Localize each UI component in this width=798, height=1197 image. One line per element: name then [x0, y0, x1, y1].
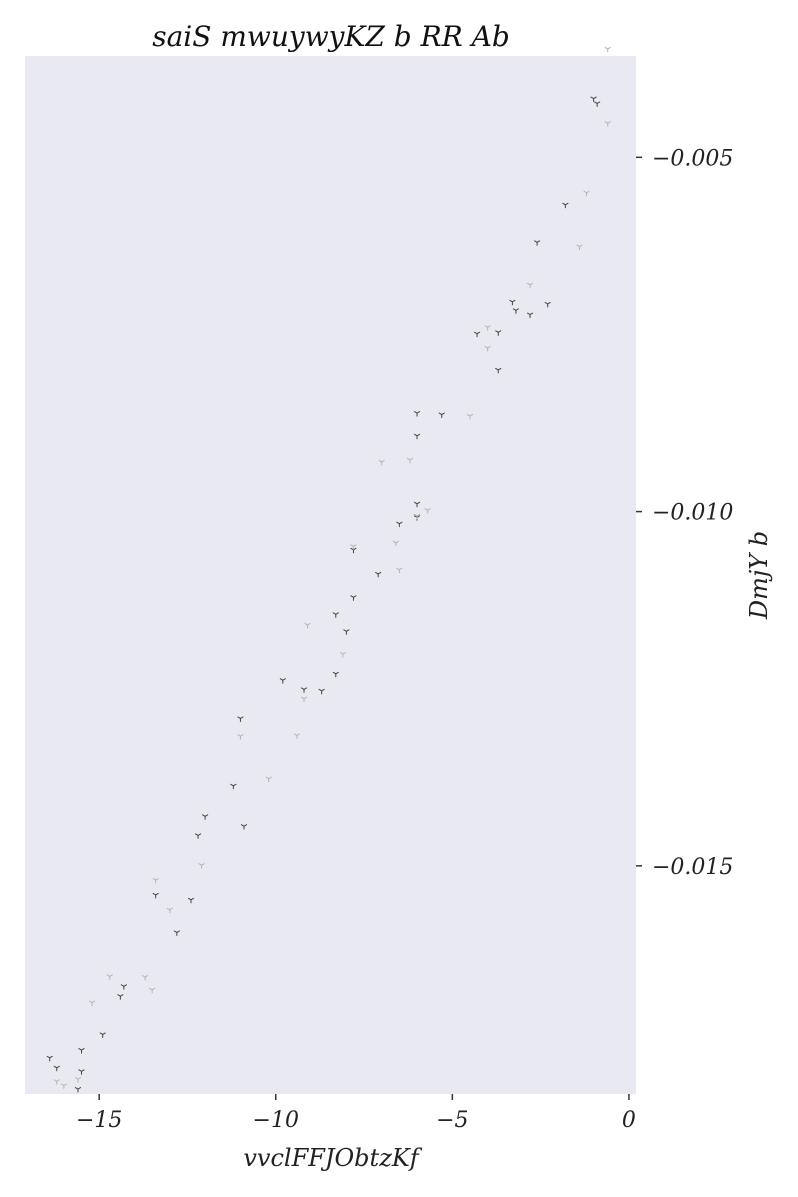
data-point	[413, 411, 421, 417]
data-point	[495, 367, 502, 374]
x-tick-label: 0	[622, 1108, 636, 1133]
data-point	[74, 1077, 82, 1083]
data-point	[583, 190, 590, 197]
y-axis-label: DmjY b	[745, 531, 773, 620]
y-tick-label: −0.005	[652, 146, 733, 171]
data-point	[466, 413, 474, 420]
data-point	[413, 433, 421, 440]
data-point	[484, 325, 491, 331]
data-point	[509, 299, 516, 306]
data-point	[594, 101, 601, 107]
data-point	[106, 974, 113, 980]
data-point	[117, 994, 124, 1000]
data-point	[194, 833, 202, 839]
data-point	[526, 282, 534, 289]
y-tick-label: −0.010	[652, 501, 733, 526]
data-point	[293, 733, 301, 739]
data-point	[339, 652, 346, 658]
data-point	[99, 1032, 106, 1038]
data-point	[484, 345, 491, 352]
data-point	[396, 521, 403, 528]
chart-title: saiS mwuywyKZ b RR Ab	[152, 20, 510, 53]
data-point	[237, 716, 244, 722]
data-point	[512, 308, 520, 314]
x-axis: −15 −10 −5 0	[76, 1094, 636, 1133]
data-point	[318, 688, 325, 695]
data-points	[46, 46, 611, 1093]
data-point	[78, 1048, 85, 1054]
data-point	[149, 987, 156, 994]
data-point	[495, 330, 502, 336]
data-point	[562, 202, 569, 209]
data-point	[332, 671, 339, 678]
x-tick-label: −5	[436, 1108, 468, 1133]
y-tick-label: −0.015	[652, 855, 733, 880]
data-point	[198, 863, 205, 869]
data-point	[413, 501, 421, 508]
data-point	[78, 1069, 85, 1075]
data-point	[424, 508, 431, 514]
data-point	[230, 783, 237, 790]
plot-area	[25, 56, 636, 1094]
data-point	[576, 244, 583, 251]
data-point	[590, 96, 597, 103]
data-point	[544, 301, 551, 308]
data-point	[152, 878, 159, 884]
data-point	[396, 567, 403, 574]
x-tick-label: −15	[76, 1108, 122, 1133]
data-point	[240, 824, 248, 830]
data-point	[604, 121, 611, 127]
data-point	[265, 776, 272, 783]
data-point	[300, 696, 308, 703]
data-point	[350, 544, 357, 550]
data-point	[350, 595, 357, 601]
data-point	[438, 412, 445, 419]
data-point	[413, 513, 421, 520]
data-point	[237, 734, 244, 740]
data-point	[120, 984, 127, 990]
data-point	[473, 331, 481, 338]
x-axis-label: vvclFFJObtzKf	[243, 1144, 422, 1172]
data-point	[46, 1055, 53, 1062]
data-point	[202, 814, 209, 820]
data-point	[53, 1065, 60, 1072]
data-point	[304, 622, 311, 629]
data-point	[534, 240, 541, 246]
data-point	[604, 46, 611, 53]
data-point	[350, 547, 357, 554]
data-point	[392, 540, 399, 547]
x-tick-label: −10	[253, 1108, 299, 1133]
data-point	[141, 975, 149, 981]
data-point	[53, 1079, 60, 1085]
data-point	[60, 1083, 67, 1089]
data-point	[375, 571, 382, 578]
data-point	[343, 629, 350, 635]
data-point	[152, 892, 159, 899]
data-point	[279, 678, 286, 684]
data-point	[89, 1000, 96, 1007]
y-axis: −0.005 −0.010 −0.015	[636, 146, 733, 880]
data-point	[173, 930, 180, 936]
data-point	[526, 312, 534, 319]
data-point	[406, 457, 414, 464]
data-point	[74, 1087, 82, 1093]
data-point	[300, 687, 308, 693]
data-point	[187, 897, 195, 904]
data-point	[378, 459, 385, 466]
data-point	[332, 612, 339, 618]
data-point	[166, 907, 173, 914]
